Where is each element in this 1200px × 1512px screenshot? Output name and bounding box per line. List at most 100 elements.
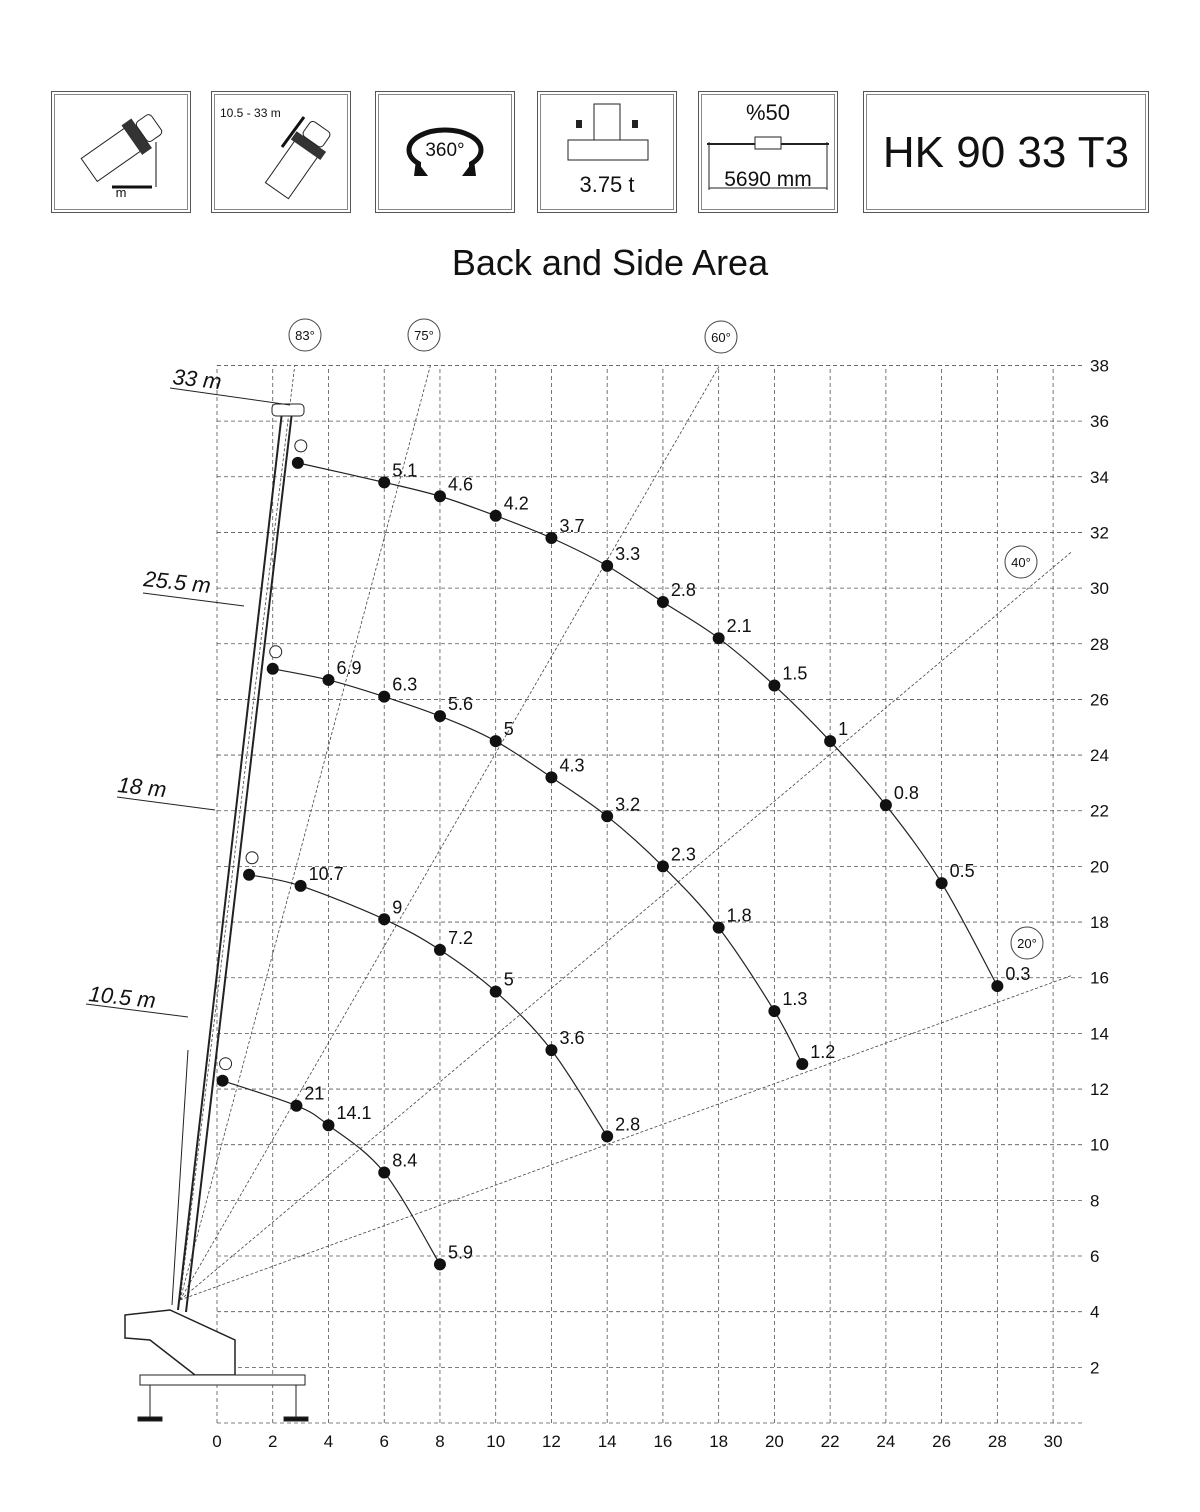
- grid: [216, 365, 1084, 1424]
- load-value-label: 14.1: [336, 1103, 371, 1123]
- load-point: [824, 735, 837, 748]
- load-point: [433, 943, 446, 956]
- load-point: [545, 771, 558, 784]
- load-point: [656, 860, 669, 873]
- x-tick-label: 8: [435, 1432, 444, 1451]
- x-tick-label: 6: [379, 1432, 388, 1451]
- weight-label: 3.75 t: [579, 172, 635, 197]
- x-tick-label: 4: [324, 1432, 333, 1451]
- chart-title: Back and Side Area: [451, 242, 769, 283]
- boom-length-label: 18 m: [116, 772, 167, 802]
- load-point: [433, 710, 446, 723]
- load-value-label: 2.1: [727, 616, 752, 636]
- y-tick-label: 20: [1090, 857, 1109, 876]
- boom-radius-box: m: [51, 91, 191, 213]
- angle-badge: [407, 318, 441, 352]
- angle-label: 20°: [1017, 936, 1037, 951]
- angle-lines: 83° 75° 60° 40° 20°: [179, 318, 1073, 1301]
- x-tick-label: 28: [988, 1432, 1007, 1451]
- boom-length-label: 25.5 m: [141, 566, 212, 598]
- load-point: [322, 673, 335, 686]
- boom-length-leader: [85, 1003, 189, 1018]
- hook-icon: [245, 851, 259, 865]
- load-point: [545, 1044, 558, 1057]
- angle-label: 40°: [1011, 555, 1031, 570]
- x-tick-label: 20: [765, 1432, 784, 1451]
- load-point: [294, 879, 307, 892]
- hook-icon: [219, 1057, 233, 1071]
- x-tick-label: 2: [268, 1432, 277, 1451]
- span-percent-label: %50: [745, 100, 791, 125]
- load-point: [378, 690, 391, 703]
- load-curve: [248, 874, 608, 1137]
- y-tick-label: 18: [1090, 913, 1109, 932]
- crane-drawing: [124, 403, 309, 1422]
- load-value-label: 3.6: [559, 1028, 584, 1048]
- boom-length-leader: [142, 592, 245, 607]
- load-point: [378, 476, 391, 489]
- span-label: 5690 mm: [724, 168, 812, 191]
- load-point: [489, 985, 502, 998]
- y-tick-label: 30: [1090, 579, 1109, 598]
- load-value-label: 8.4: [392, 1151, 417, 1171]
- angle-line: [179, 974, 1073, 1301]
- rotation-box: 360°: [375, 91, 515, 213]
- load-value-label: 9: [392, 897, 402, 917]
- load-value-label: 0.3: [1005, 964, 1030, 984]
- y-tick-label: 2: [1090, 1358, 1099, 1377]
- load-value-label: 4.2: [504, 494, 529, 514]
- load-point: [768, 1005, 781, 1018]
- load-value-label: 5: [504, 719, 514, 739]
- load-point: [991, 980, 1004, 993]
- angle-line: [179, 365, 720, 1301]
- load-value-label: 5.9: [448, 1242, 473, 1262]
- y-tick-label: 26: [1090, 690, 1109, 709]
- load-point: [601, 1130, 614, 1143]
- axis-ticks: 0 2 4 6 8 10 12 14 16 18 20 22 24 26 28 302468101214161…: [212, 356, 1109, 1451]
- x-tick-label: 26: [932, 1432, 951, 1451]
- y-tick-label: 38: [1090, 356, 1109, 375]
- load-point: [796, 1057, 809, 1070]
- angle-line: [179, 365, 296, 1301]
- load-value-label: 3.7: [559, 516, 584, 536]
- load-point: [266, 662, 279, 675]
- load-value-label: 6.9: [336, 658, 361, 678]
- load-point: [935, 877, 948, 890]
- load-point: [378, 1166, 391, 1179]
- load-point: [489, 509, 502, 522]
- angle-badge: [1004, 545, 1038, 579]
- boom-extension-box: 10.5 - 33 m: [211, 91, 351, 213]
- rotation-360-icon: [406, 127, 484, 176]
- hook-icon: [269, 645, 283, 659]
- boom-length-leader: [169, 387, 291, 406]
- load-value-label: 4.3: [559, 755, 584, 775]
- angle-label: 75°: [414, 328, 434, 343]
- y-tick-label: 28: [1090, 635, 1109, 654]
- load-point: [433, 1258, 446, 1271]
- outrigger-weight-icon: [567, 103, 649, 161]
- y-tick-label: 12: [1090, 1080, 1109, 1099]
- x-tick-label: 10: [486, 1432, 505, 1451]
- angle-badge: [288, 318, 322, 352]
- y-tick-label: 36: [1090, 412, 1109, 431]
- load-point: [601, 810, 614, 823]
- load-value-label: 5.6: [448, 694, 473, 714]
- load-value-label: 4.6: [448, 474, 473, 494]
- x-tick-label: 12: [542, 1432, 561, 1451]
- load-point: [712, 921, 725, 934]
- load-point: [243, 868, 256, 881]
- load-point: [433, 490, 446, 503]
- load-point: [545, 532, 558, 545]
- y-tick-label: 34: [1090, 468, 1109, 487]
- x-tick-label: 16: [653, 1432, 672, 1451]
- y-tick-label: 32: [1090, 523, 1109, 542]
- x-tick-label: 14: [598, 1432, 617, 1451]
- outrigger-span-box: %50 5690 mm: [698, 91, 838, 213]
- boom-extension-icon: [264, 116, 331, 200]
- y-tick-label: 14: [1090, 1024, 1109, 1043]
- load-value-label: 7.2: [448, 928, 473, 948]
- load-point: [216, 1074, 229, 1087]
- load-curve: [222, 1080, 441, 1265]
- load-curve: [272, 668, 803, 1065]
